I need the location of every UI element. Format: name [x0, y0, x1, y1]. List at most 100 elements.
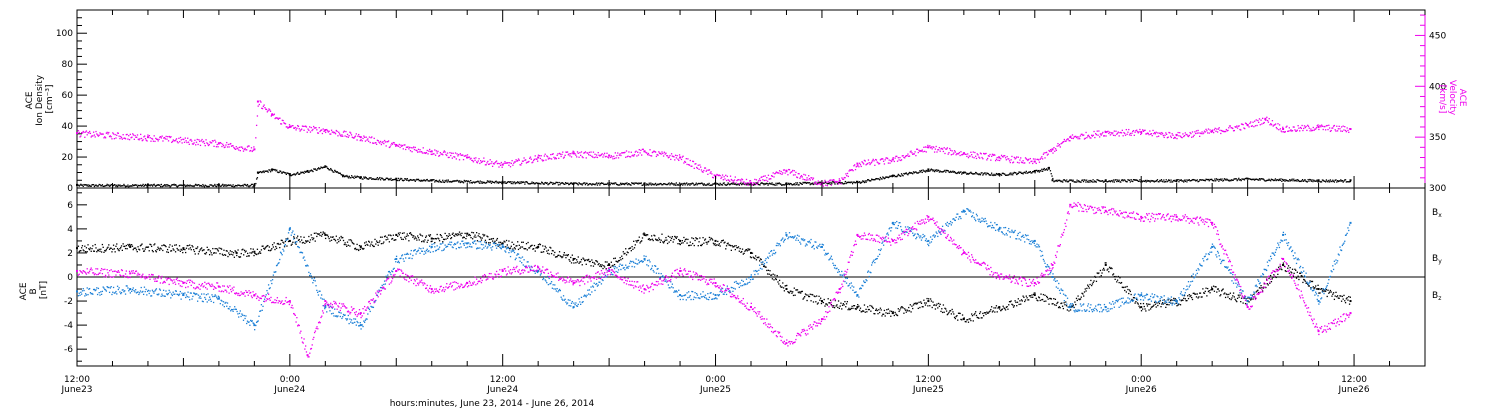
density-sample	[185, 184, 187, 187]
density-sample	[544, 182, 546, 184]
density-sample	[932, 170, 934, 172]
velocity-sample	[379, 140, 382, 143]
bx-sample	[522, 241, 524, 243]
bx-sample	[1065, 305, 1068, 307]
bx-sample	[1122, 286, 1124, 289]
velocity-sample	[477, 160, 479, 162]
bx-sample	[446, 237, 449, 239]
velocity-sample	[78, 131, 80, 134]
density-sample	[1236, 179, 1238, 182]
velocity-sample	[1247, 125, 1249, 127]
bx-sample	[100, 251, 103, 253]
bx-sample	[1263, 283, 1265, 285]
density-sample	[240, 185, 242, 187]
bx-point	[1349, 300, 1352, 303]
bx-sample	[1233, 296, 1236, 298]
bx-sample	[477, 235, 479, 237]
density-sample	[442, 181, 445, 183]
velocity-sample	[360, 139, 362, 141]
density-sample	[683, 182, 685, 184]
bx-sample	[664, 239, 666, 241]
bx-sample	[941, 311, 944, 314]
velocity-sample	[595, 154, 598, 156]
velocity-sample	[334, 133, 337, 135]
velocity-sample	[1118, 135, 1120, 137]
density-sample	[753, 183, 756, 185]
velocity-sample	[372, 142, 375, 144]
density-sample	[1050, 173, 1052, 175]
bx-sample	[560, 255, 562, 258]
density-sample	[1323, 180, 1325, 182]
velocity-sample	[872, 158, 874, 161]
density-sample	[1335, 179, 1337, 181]
density-sample	[1340, 180, 1343, 182]
bx-sample	[650, 238, 652, 241]
velocity-sample	[562, 157, 565, 159]
velocity-sample	[332, 131, 334, 133]
velocity-sample	[895, 155, 897, 158]
bx-sample	[945, 308, 947, 310]
velocity-sample	[471, 159, 473, 162]
density-sample	[1060, 180, 1062, 183]
velocity-sample	[1051, 149, 1053, 151]
bx-sample	[860, 311, 862, 313]
bx-sample	[781, 286, 783, 288]
bx-sample	[953, 316, 956, 319]
density-sample	[317, 168, 319, 170]
density-sample	[448, 180, 450, 183]
density-sample	[114, 184, 116, 186]
bx-sample	[1138, 305, 1140, 307]
density-sample	[1004, 173, 1006, 175]
velocity-sample	[191, 143, 194, 145]
density-sample	[1340, 179, 1342, 181]
density-sample	[1040, 170, 1042, 172]
velocity-axis-label-line-1: ACE	[1457, 89, 1467, 107]
bx-sample	[495, 239, 498, 241]
density-sample	[265, 170, 268, 172]
bx-sample	[1000, 310, 1002, 312]
velocity-sample	[950, 154, 953, 156]
density-sample	[647, 184, 650, 186]
bx-sample	[758, 260, 761, 262]
bx-sample	[156, 248, 158, 251]
bx-sample	[141, 243, 143, 245]
density-sample	[429, 179, 432, 181]
velocity-sample	[382, 141, 384, 143]
bx-sample	[537, 247, 539, 249]
density-sample	[949, 171, 951, 174]
bx-sample	[1328, 292, 1330, 294]
bx-sample	[742, 253, 744, 255]
density-sample	[542, 183, 544, 185]
density-sample	[769, 183, 772, 185]
velocity-sample	[265, 108, 268, 111]
density-sample	[1112, 179, 1115, 181]
density-sample	[865, 181, 867, 183]
density-sample	[1301, 180, 1303, 182]
velocity-sample	[1073, 136, 1075, 138]
bx-sample	[428, 235, 431, 237]
velocity-sample	[512, 164, 514, 166]
bx-sample	[438, 238, 440, 240]
velocity-sample	[233, 146, 235, 149]
density-sample	[1274, 178, 1277, 180]
velocity-sample	[629, 156, 631, 158]
density-sample	[155, 185, 157, 187]
velocity-sample	[434, 154, 437, 156]
density-sample	[1132, 180, 1134, 183]
density-sample	[1258, 178, 1261, 180]
density-sample	[545, 182, 548, 185]
density-sample	[529, 183, 531, 185]
velocity-sample	[1066, 138, 1069, 140]
bx-sample	[215, 252, 217, 254]
bx-sample	[662, 242, 665, 244]
bx-sample	[1097, 272, 1099, 275]
bx-sample	[294, 241, 296, 243]
bx-sample	[641, 237, 644, 239]
velocity-sample	[1140, 132, 1143, 135]
density-sample	[343, 176, 346, 178]
bx-sample	[901, 306, 903, 308]
bx-sample	[1247, 297, 1249, 299]
density-sample	[92, 183, 94, 186]
bx-sample	[429, 234, 432, 236]
density-sample	[401, 179, 404, 182]
